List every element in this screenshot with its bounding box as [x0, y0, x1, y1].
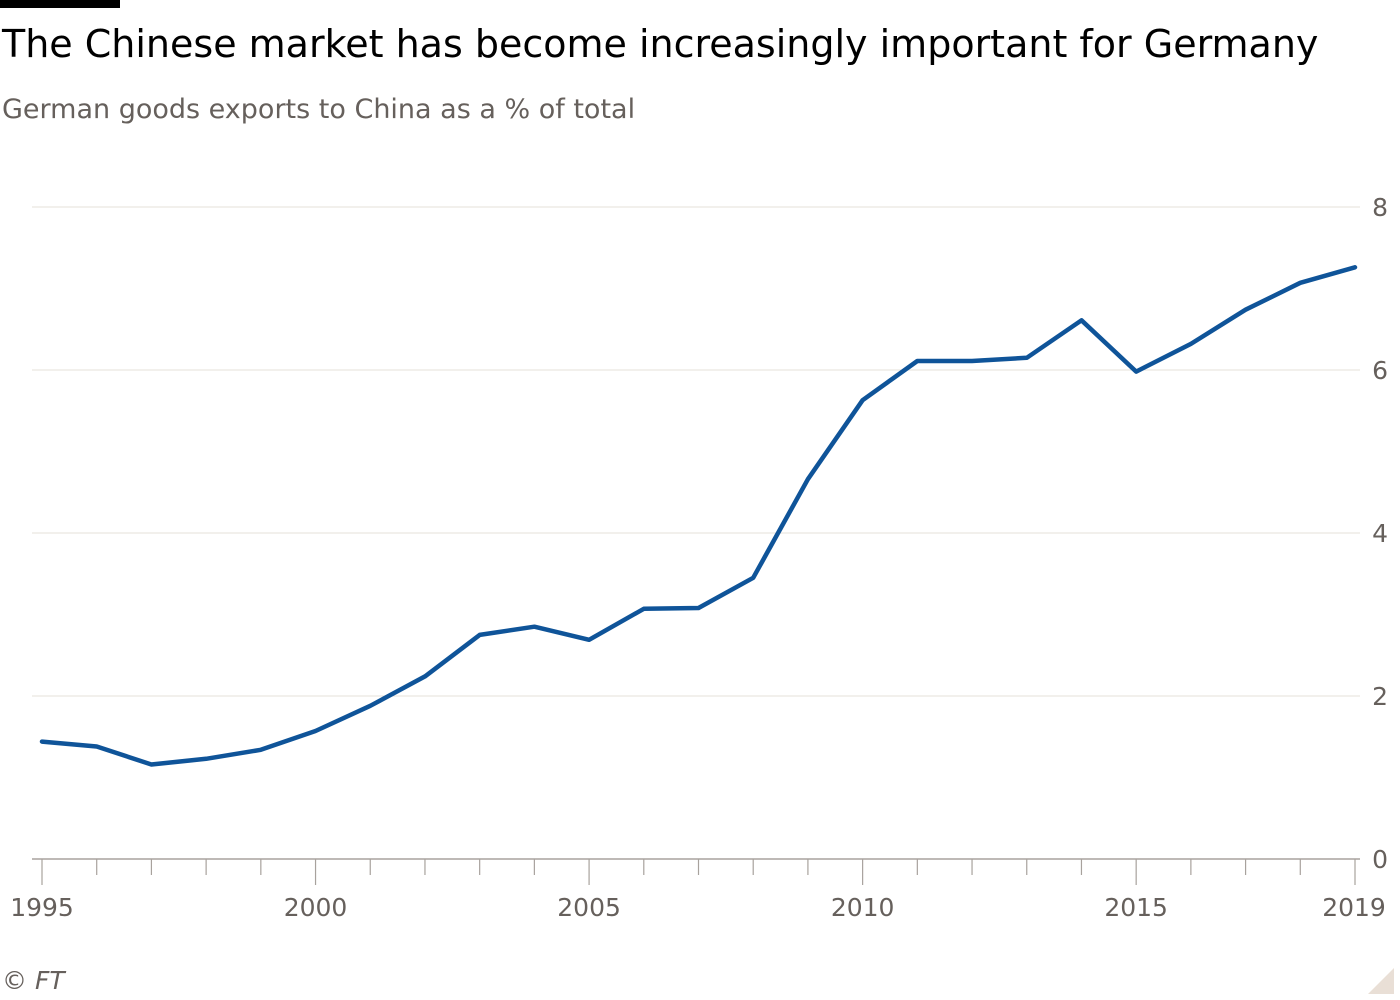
x-tick-label-2000: 2000 — [284, 893, 348, 922]
chart-subtitle: German goods exports to China as a % of … — [2, 94, 636, 125]
x-tick-label-2005: 2005 — [557, 893, 621, 922]
x-tick-label-1995: 1995 — [10, 893, 74, 922]
y-tick-label-4: 4 — [1372, 519, 1388, 548]
x-tick-label-2010: 2010 — [831, 893, 895, 922]
y-tick-label-0: 0 — [1372, 845, 1388, 874]
y-tick-label-8: 8 — [1372, 193, 1388, 222]
y-tick-label-2: 2 — [1372, 682, 1388, 711]
chart-title: The Chinese market has become increasing… — [2, 22, 1319, 66]
corner-mark — [1368, 968, 1394, 994]
y-tick-label-6: 6 — [1372, 356, 1388, 385]
x-tick-label-2019: 2019 — [1322, 893, 1386, 922]
line-chart: 0 2 4 6 8 1995 2000 2005 2010 2015 2019 — [10, 193, 1388, 922]
x-tick-label-2015: 2015 — [1104, 893, 1168, 922]
brand-bar — [0, 0, 120, 8]
source-credit: © FT — [2, 966, 65, 995]
series-line-0 — [39, 265, 1358, 767]
